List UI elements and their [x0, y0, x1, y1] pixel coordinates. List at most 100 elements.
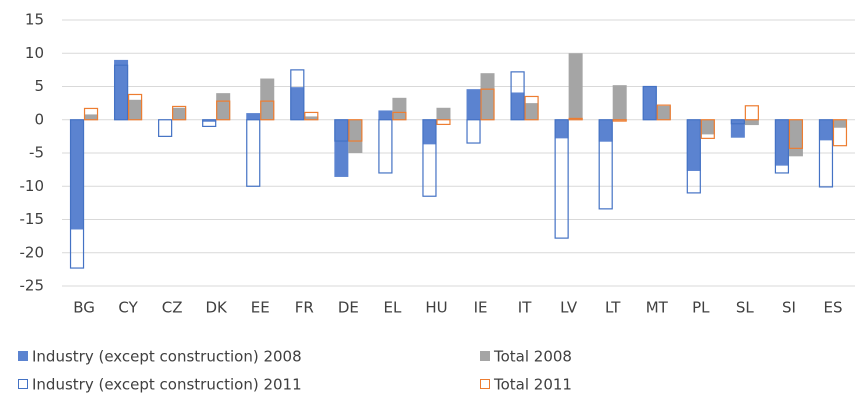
- bar: [700, 119, 715, 139]
- legend-label: Industry (except construction) 2011: [32, 376, 302, 394]
- x-tick-label: CZ: [162, 299, 183, 317]
- y-tick-label: 5: [34, 77, 44, 95]
- x-tick-label: SL: [736, 299, 755, 317]
- bar: [524, 103, 539, 120]
- bar: [598, 119, 613, 142]
- legend-swatch: [18, 379, 28, 389]
- bar: [730, 119, 745, 125]
- bar: [686, 119, 701, 194]
- bar: [656, 104, 671, 121]
- bar: [832, 119, 848, 147]
- y-tick-label: -20: [20, 243, 45, 261]
- bar: [84, 114, 99, 120]
- x-tick-label: HU: [425, 299, 447, 317]
- x-tick-label: EL: [383, 299, 401, 317]
- legend-swatch: [18, 351, 28, 361]
- y-tick-label: -5: [29, 144, 44, 162]
- bar: [730, 119, 745, 138]
- bar: [554, 119, 569, 139]
- bar: [392, 111, 407, 121]
- bar: [788, 119, 803, 157]
- bar: [818, 119, 834, 188]
- bar: [554, 119, 569, 239]
- x-tick-label: SI: [782, 299, 796, 317]
- bar: [510, 71, 525, 121]
- bar: [642, 85, 657, 121]
- bar: [510, 92, 525, 120]
- bar: [127, 93, 143, 121]
- bar: [466, 119, 481, 144]
- bar: [818, 119, 833, 141]
- bar: [422, 119, 437, 145]
- bar: [480, 73, 495, 120]
- bar: [260, 100, 275, 121]
- bar: [480, 88, 495, 121]
- bar: [524, 95, 539, 121]
- y-tick-label: -10: [20, 177, 45, 195]
- bar: [686, 119, 701, 171]
- legend-swatch: [480, 351, 490, 361]
- x-tick-label: BG: [73, 299, 95, 317]
- bar: [69, 119, 85, 269]
- bar: [774, 119, 790, 174]
- bar: [114, 59, 129, 120]
- bar: [290, 87, 305, 120]
- x-tick-label: LV: [560, 299, 578, 317]
- legend-label: Industry (except construction) 2008: [32, 348, 302, 366]
- x-tick-label: MT: [646, 299, 669, 317]
- x-tick-label: FR: [295, 299, 314, 317]
- y-tick-label: -25: [20, 277, 45, 295]
- bar: [700, 119, 715, 135]
- x-tick-label: PL: [692, 299, 710, 317]
- bar: [744, 119, 759, 126]
- bar: [172, 107, 187, 120]
- bar: [436, 119, 451, 126]
- y-tick-label: 0: [34, 110, 44, 128]
- bar: [612, 85, 627, 120]
- bar: [304, 116, 319, 120]
- x-tick-label: EE: [251, 299, 270, 317]
- x-tick-label: IE: [474, 299, 488, 317]
- bar: [246, 113, 261, 120]
- bar: [378, 110, 393, 120]
- bar: [202, 119, 217, 122]
- x-tick-label: CY: [118, 299, 138, 317]
- x-tick-label: ES: [823, 299, 842, 317]
- bar: [598, 119, 613, 210]
- bar: [216, 93, 231, 120]
- y-tick-label: 10: [25, 44, 44, 62]
- legend-swatch: [480, 379, 490, 389]
- legend-label: Total 2011: [493, 376, 572, 394]
- bar: [568, 53, 583, 120]
- bar: [788, 119, 804, 149]
- bar: [436, 107, 451, 120]
- bar: [290, 69, 305, 121]
- x-tick-label: DK: [205, 299, 228, 317]
- bar: [83, 107, 99, 121]
- bar: [744, 105, 759, 121]
- bar: [656, 105, 671, 120]
- bar: [348, 119, 363, 142]
- bar: [422, 119, 437, 197]
- bar: [378, 119, 393, 174]
- bar: [334, 119, 349, 142]
- y-tick-label: -15: [20, 210, 45, 228]
- bar: [260, 78, 275, 120]
- bar: [348, 119, 363, 153]
- y-tick-label: 15: [25, 11, 44, 29]
- bar: [216, 100, 231, 121]
- bar: [392, 97, 407, 120]
- bar: [128, 99, 143, 120]
- bar: [70, 119, 85, 230]
- bar: [774, 119, 789, 166]
- bar: [642, 86, 657, 120]
- x-tick-label: DE: [338, 299, 359, 317]
- legend-label: Total 2008: [493, 348, 572, 366]
- bar: [304, 111, 319, 121]
- bar: [113, 64, 129, 121]
- bar: [202, 119, 217, 128]
- x-tick-label: IT: [518, 299, 532, 317]
- bar: [158, 119, 173, 137]
- bar: [466, 89, 481, 120]
